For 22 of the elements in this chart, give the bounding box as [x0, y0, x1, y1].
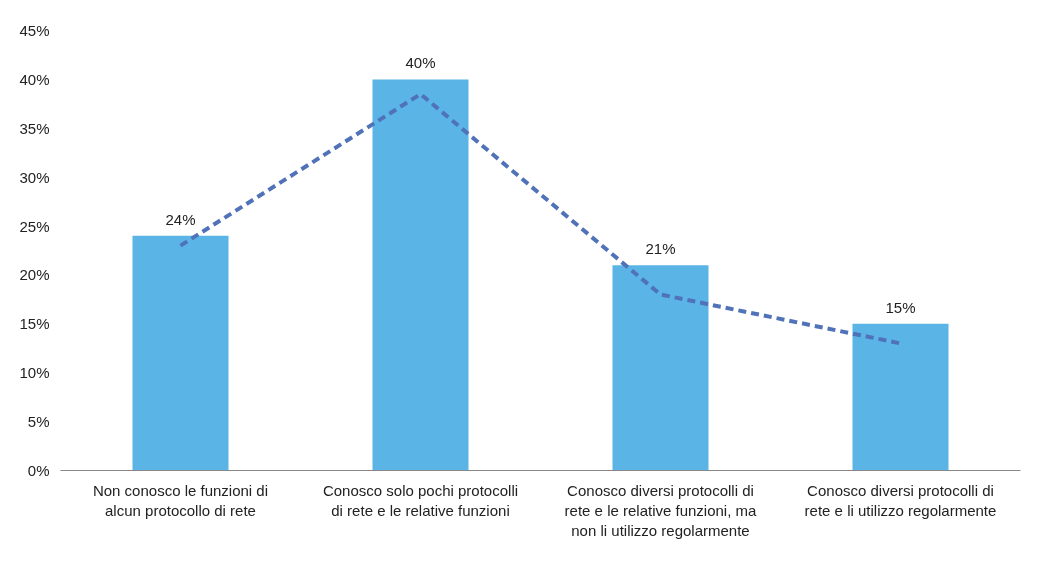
y-tick-label: 30%	[19, 168, 50, 186]
y-tick-label: 25%	[19, 217, 50, 235]
y-tick-label: 15%	[19, 315, 50, 333]
y-tick-label: 5%	[27, 413, 50, 431]
y-tick-label: 35%	[19, 119, 50, 137]
x-tick-label: Non conosco le funzioni di alcun protocollo di rete	[92, 481, 269, 519]
data-label: 15%	[885, 298, 916, 316]
bar	[372, 79, 469, 471]
y-tick-label: 40%	[19, 70, 50, 88]
data-label: 40%	[405, 54, 436, 72]
bar	[132, 235, 229, 471]
y-tick-label: 20%	[19, 266, 50, 284]
bar	[852, 323, 949, 471]
data-label: 24%	[165, 210, 196, 228]
y-tick-label: 0%	[27, 462, 50, 479]
x-tick-label: Conosco diversi protocolli di rete e li utilizzo regolarmente	[804, 481, 997, 519]
data-label: 21%	[645, 240, 676, 258]
bar	[612, 265, 709, 471]
x-tick-label: Conosco solo pochi protocolli di rete e le relative funzioni	[322, 481, 519, 519]
y-tick-label: 10%	[19, 364, 50, 382]
y-tick-label: 45%	[19, 22, 50, 39]
x-tick-label: Conosco diversi protocolli di rete e le relative funzioni, ma non li utilizzo regolarmente	[564, 481, 758, 540]
